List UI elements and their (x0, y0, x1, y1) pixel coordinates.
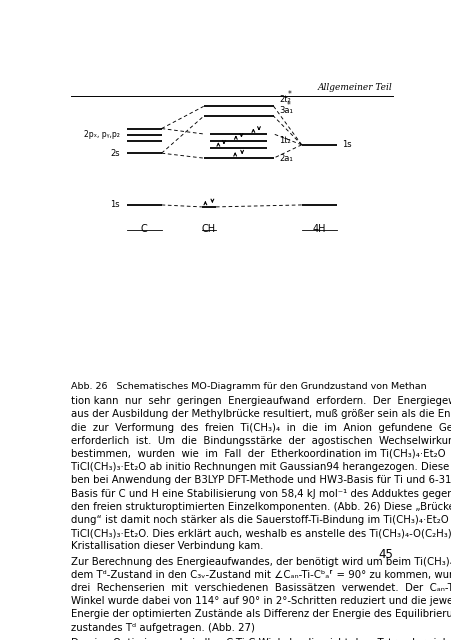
Text: Basis für C und H eine Stabilisierung von 58,4 kJ mol⁻¹ des Adduktes gegenüber: Basis für C und H eine Stabilisierung vo… (70, 488, 451, 499)
Text: ben bei Anwendung der B3LYP DFT-Methode und HW3-Basis für Ti und 6-31g(d)-: ben bei Anwendung der B3LYP DFT-Methode … (70, 476, 451, 485)
Text: 2pₓ, pᵧ,p₂: 2pₓ, pᵧ,p₂ (83, 131, 120, 140)
Text: Da eine Optimierung bei allen C-Ti-C Winkeln, die nicht dem Tetraederwinkel von: Da eine Optimierung bei allen C-Ti-C Win… (70, 638, 451, 640)
Text: 2a₁: 2a₁ (278, 154, 292, 163)
Text: Winkel wurde dabei von 114° auf 90° in 2°-Schritten reduziert und die jeweilige: Winkel wurde dabei von 114° auf 90° in 2… (70, 596, 451, 606)
Text: Abb. 26   Schematisches MO-Diagramm für den Grundzustand von Methan: Abb. 26 Schematisches MO-Diagramm für de… (70, 382, 425, 391)
Text: bestimmen,  wurden  wie  im  Fall  der  Etherkoordination im Ti(CH₃)₄·Et₂O  und: bestimmen, wurden wie im Fall der Etherk… (70, 449, 451, 459)
Text: 45: 45 (377, 548, 392, 561)
Text: Zur Berechnung des Energieaufwandes, der benötigt wird um beim Ti(CH₃)₄ aus: Zur Berechnung des Energieaufwandes, der… (70, 557, 451, 566)
Text: 2s: 2s (110, 148, 120, 157)
Text: dem Tᵈ-Zustand in den C₃ᵥ-Zustand mit ∠Cₐₙ-Ti-Cᵇₐ⸢ = 90° zu kommen, wurden: dem Tᵈ-Zustand in den C₃ᵥ-Zustand mit ∠C… (70, 570, 451, 580)
Text: C: C (140, 223, 147, 234)
Text: Allgemeiner Teil: Allgemeiner Teil (318, 83, 392, 92)
Text: den freien strukturoptimierten Einzelkomponenten. (Abb. 26) Diese „Brückenbindun: den freien strukturoptimierten Einzelkom… (70, 502, 451, 512)
Text: die  zur  Verformung  des  freien  Ti(CH₃)₄  in  die  im  Anion  gefundene  Geom: die zur Verformung des freien Ti(CH₃)₄ i… (70, 422, 451, 433)
Text: TiCl(CH₃)₃·Et₂O ab initio Rechnungen mit Gaussian94 herangezogen. Diese erga-: TiCl(CH₃)₃·Et₂O ab initio Rechnungen mit… (70, 462, 451, 472)
Text: dung“ ist damit noch stärker als die Sauerstoff-Ti-Bindung im Ti(CH₃)₄·Et₂O bzw.: dung“ ist damit noch stärker als die Sau… (70, 515, 451, 525)
Text: zustandes Tᵈ aufgetragen. (Abb. 27): zustandes Tᵈ aufgetragen. (Abb. 27) (70, 623, 254, 632)
Text: *: * (286, 101, 290, 110)
Text: drei  Rechenserien  mit  verschiedenen  Basissätzen  verwendet.  Der  Cₐₙ-Ti-Cᵇₐ: drei Rechenserien mit verschiedenen Basi… (70, 583, 451, 593)
Text: tion kann  nur  sehr  geringen  Energieaufwand  erfordern.  Der  Energiegewinn  : tion kann nur sehr geringen Energieaufwa… (70, 396, 451, 406)
Text: 3a₁: 3a₁ (278, 106, 292, 115)
Text: aus der Ausbildung der Methylbrücke resultiert, muß größer sein als die Energie,: aus der Ausbildung der Methylbrücke resu… (70, 410, 451, 419)
Text: CH: CH (202, 223, 216, 234)
Text: erforderlich  ist.  Um  die  Bindungsstärke  der  agostischen  Wechselwirkung  z: erforderlich ist. Um die Bindungsstärke … (70, 436, 451, 445)
Text: 1s: 1s (341, 140, 351, 149)
Text: 1t₂: 1t₂ (278, 136, 290, 145)
Text: *: * (287, 90, 291, 99)
Text: 1s: 1s (110, 200, 120, 209)
Text: Kristallisation dieser Verbindung kam.: Kristallisation dieser Verbindung kam. (70, 541, 262, 552)
Text: TiCl(CH₃)₃·Et₂O. Dies erklärt auch, weshalb es anstelle des Ti(CH₃)₄-O(C₂H₃)₂ zu: TiCl(CH₃)₃·Et₂O. Dies erklärt auch, wesh… (70, 528, 451, 538)
Text: 4H: 4H (312, 223, 325, 234)
Text: Energie der optimierten Zustände als Differenz der Energie des Equilibrierungs-: Energie der optimierten Zustände als Dif… (70, 609, 451, 620)
Text: 2t₂: 2t₂ (278, 95, 290, 104)
